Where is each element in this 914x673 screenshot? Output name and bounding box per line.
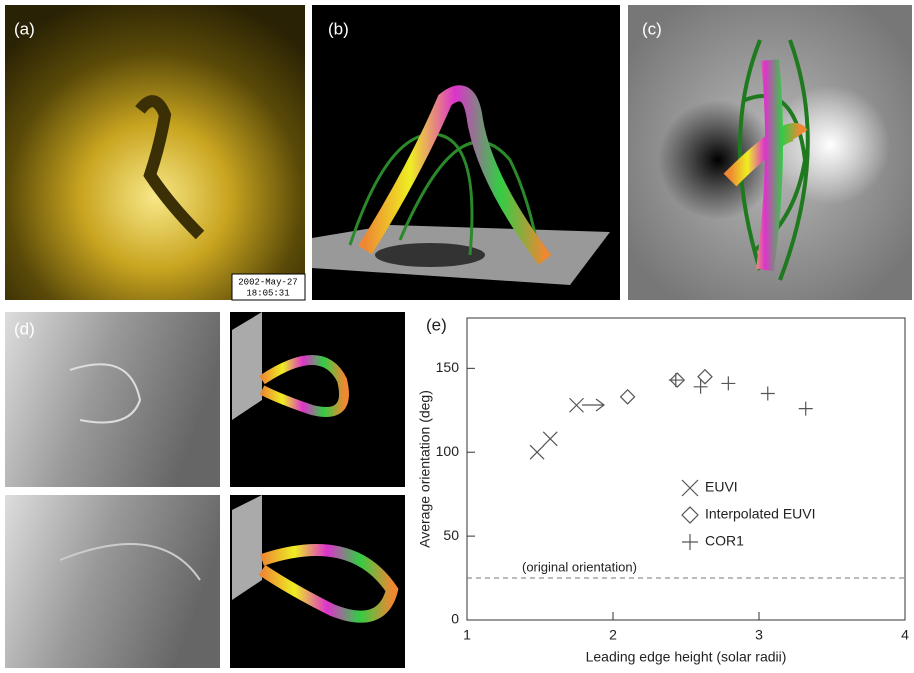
loop bbox=[59, 543, 201, 581]
x-tick-label: 2 bbox=[609, 627, 617, 643]
x-tick-label: 3 bbox=[755, 627, 763, 643]
point bbox=[619, 389, 636, 405]
loop bbox=[69, 363, 142, 424]
x-tick-label: 4 bbox=[901, 627, 909, 643]
flux-rope bbox=[358, 85, 552, 265]
legend-label: COR1 bbox=[705, 533, 744, 549]
panel-d-image bbox=[5, 495, 220, 668]
legend-marker bbox=[682, 534, 698, 550]
panel-label: (d) bbox=[14, 319, 35, 338]
y-tick-label: 150 bbox=[436, 359, 460, 375]
y-tick-label: 100 bbox=[436, 443, 460, 459]
point bbox=[798, 401, 813, 416]
light-polarity bbox=[770, 85, 890, 205]
point bbox=[693, 379, 708, 394]
point bbox=[668, 373, 683, 388]
point bbox=[721, 376, 736, 391]
plane bbox=[232, 312, 262, 420]
plane bbox=[232, 495, 262, 600]
timestamp: 18:05:31 bbox=[246, 288, 289, 298]
y-tick-label: 50 bbox=[443, 527, 459, 543]
legend-marker bbox=[681, 506, 699, 524]
dark-polarity bbox=[658, 100, 778, 220]
field-lines bbox=[348, 132, 542, 261]
panel-label: (a) bbox=[14, 19, 35, 38]
timestamp-box bbox=[231, 273, 306, 301]
x-tick-label: 1 bbox=[463, 627, 471, 643]
y-tick-label: 0 bbox=[451, 611, 459, 627]
panel-label: (b) bbox=[328, 19, 349, 38]
legend-label: Interpolated EUVI bbox=[705, 506, 816, 522]
model-loop bbox=[259, 355, 349, 417]
panel-label: (e) bbox=[426, 315, 447, 334]
model-loop bbox=[258, 544, 399, 623]
point bbox=[542, 431, 558, 447]
point bbox=[697, 368, 713, 385]
point bbox=[529, 444, 545, 460]
reference-label: (original orientation) bbox=[522, 559, 637, 574]
x-axis-label: Leading edge height (solar radii) bbox=[586, 649, 787, 665]
point bbox=[760, 386, 775, 401]
point bbox=[669, 372, 686, 388]
panel-label: (c) bbox=[642, 19, 662, 38]
timestamp: 2002-May-27 bbox=[238, 277, 297, 287]
shadow bbox=[375, 243, 485, 267]
legend-marker bbox=[681, 479, 699, 497]
legend-label: EUVI bbox=[705, 479, 738, 495]
filament bbox=[135, 95, 205, 240]
point bbox=[569, 397, 584, 413]
plot-frame bbox=[466, 317, 906, 621]
y-axis-label: Average orientation (deg) bbox=[417, 390, 433, 548]
panel-d-image bbox=[5, 312, 220, 487]
arrow bbox=[582, 398, 605, 412]
flux-rope bbox=[723, 59, 808, 272]
